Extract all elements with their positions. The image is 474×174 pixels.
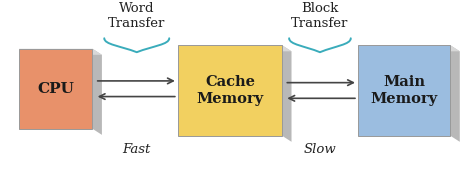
Text: Cache
Memory: Cache Memory	[196, 75, 264, 106]
Text: Main
Memory: Main Memory	[371, 75, 438, 106]
Text: Block
Transfer: Block Transfer	[291, 2, 349, 30]
FancyBboxPatch shape	[19, 49, 92, 129]
Text: Word
Transfer: Word Transfer	[108, 2, 165, 30]
FancyBboxPatch shape	[178, 45, 282, 136]
Polygon shape	[19, 49, 102, 55]
Text: Slow: Slow	[303, 143, 337, 156]
Text: CPU: CPU	[37, 82, 74, 96]
Polygon shape	[282, 45, 292, 142]
Text: Fast: Fast	[123, 143, 151, 156]
FancyBboxPatch shape	[358, 45, 450, 136]
Polygon shape	[178, 45, 292, 51]
Polygon shape	[450, 45, 460, 142]
Polygon shape	[92, 49, 102, 135]
Polygon shape	[358, 45, 460, 51]
